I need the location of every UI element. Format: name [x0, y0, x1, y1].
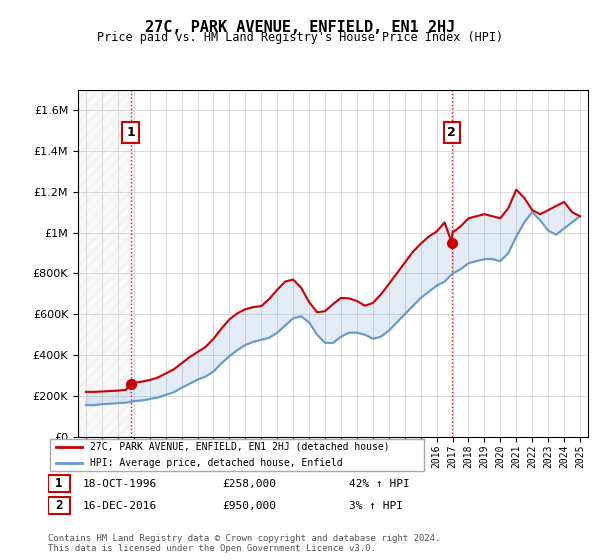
- Bar: [78, 90, 134, 437]
- FancyBboxPatch shape: [48, 497, 70, 515]
- Text: 18-OCT-1996: 18-OCT-1996: [82, 479, 157, 489]
- Text: 2: 2: [55, 500, 63, 512]
- Text: HPI: Average price, detached house, Enfield: HPI: Average price, detached house, Enfi…: [89, 459, 342, 468]
- Text: Contains HM Land Registry data © Crown copyright and database right 2024.
This d: Contains HM Land Registry data © Crown c…: [48, 534, 440, 553]
- Text: 1: 1: [126, 126, 135, 139]
- Text: 2: 2: [448, 126, 456, 139]
- FancyBboxPatch shape: [50, 438, 424, 472]
- Text: 3% ↑ HPI: 3% ↑ HPI: [349, 501, 403, 511]
- Text: Price paid vs. HM Land Registry's House Price Index (HPI): Price paid vs. HM Land Registry's House …: [97, 31, 503, 44]
- Text: 27C, PARK AVENUE, ENFIELD, EN1 2HJ (detached house): 27C, PARK AVENUE, ENFIELD, EN1 2HJ (deta…: [89, 442, 389, 451]
- Text: 16-DEC-2016: 16-DEC-2016: [82, 501, 157, 511]
- Text: 1: 1: [55, 478, 63, 491]
- Text: £950,000: £950,000: [222, 501, 276, 511]
- Text: 27C, PARK AVENUE, ENFIELD, EN1 2HJ: 27C, PARK AVENUE, ENFIELD, EN1 2HJ: [145, 20, 455, 35]
- Text: £258,000: £258,000: [222, 479, 276, 489]
- Text: 42% ↑ HPI: 42% ↑ HPI: [349, 479, 410, 489]
- FancyBboxPatch shape: [48, 475, 70, 492]
